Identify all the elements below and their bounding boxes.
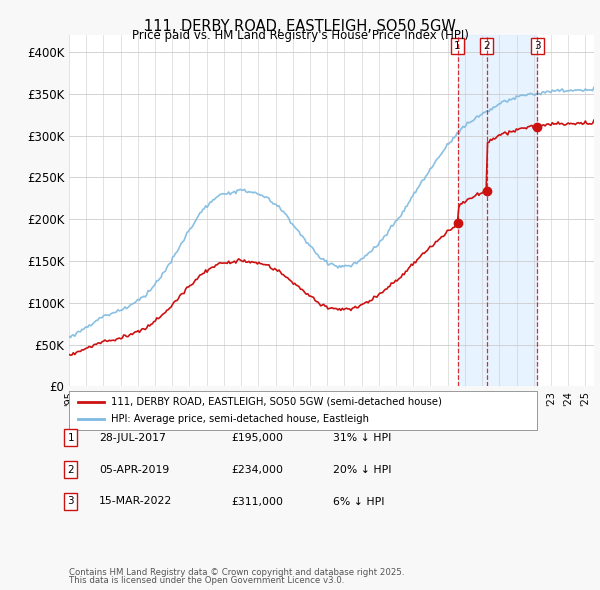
Text: 6% ↓ HPI: 6% ↓ HPI xyxy=(333,497,385,506)
Text: This data is licensed under the Open Government Licence v3.0.: This data is licensed under the Open Gov… xyxy=(69,576,344,585)
Text: 2: 2 xyxy=(483,41,490,51)
Text: 20% ↓ HPI: 20% ↓ HPI xyxy=(333,465,392,474)
Text: HPI: Average price, semi-detached house, Eastleigh: HPI: Average price, semi-detached house,… xyxy=(111,414,369,424)
Text: 3: 3 xyxy=(534,41,541,51)
Text: £234,000: £234,000 xyxy=(231,465,283,474)
Text: 111, DERBY ROAD, EASTLEIGH, SO50 5GW (semi-detached house): 111, DERBY ROAD, EASTLEIGH, SO50 5GW (se… xyxy=(111,396,442,407)
Text: 15-MAR-2022: 15-MAR-2022 xyxy=(99,497,172,506)
Text: Price paid vs. HM Land Registry's House Price Index (HPI): Price paid vs. HM Land Registry's House … xyxy=(131,30,469,42)
Text: 1: 1 xyxy=(454,41,461,51)
Text: £195,000: £195,000 xyxy=(231,433,283,442)
Text: Contains HM Land Registry data © Crown copyright and database right 2025.: Contains HM Land Registry data © Crown c… xyxy=(69,568,404,577)
Text: £311,000: £311,000 xyxy=(231,497,283,506)
Bar xyxy=(458,35,538,386)
Text: 28-JUL-2017: 28-JUL-2017 xyxy=(99,433,166,442)
Text: 3: 3 xyxy=(67,497,74,506)
Text: 31% ↓ HPI: 31% ↓ HPI xyxy=(333,433,391,442)
Text: 05-APR-2019: 05-APR-2019 xyxy=(99,465,169,474)
Text: 1: 1 xyxy=(67,433,74,442)
Text: 111, DERBY ROAD, EASTLEIGH, SO50 5GW: 111, DERBY ROAD, EASTLEIGH, SO50 5GW xyxy=(144,19,456,34)
Text: 2: 2 xyxy=(67,465,74,474)
